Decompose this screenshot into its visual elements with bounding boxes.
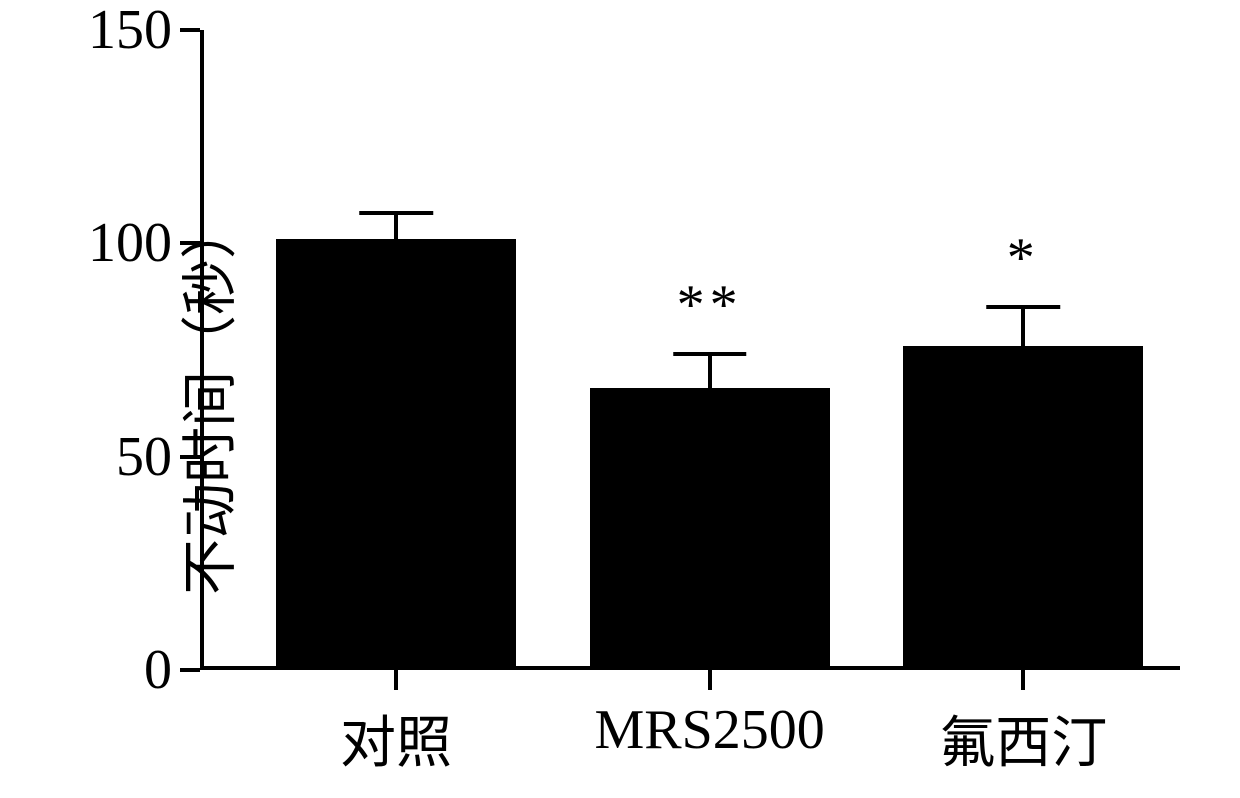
error-bar: [708, 354, 712, 388]
x-tick-label: 对照: [340, 698, 452, 779]
y-axis-line: [200, 30, 204, 670]
y-tick: [180, 28, 200, 32]
y-tick: [180, 668, 200, 672]
plot-area: 050100150对照**MRS2500*氟西汀: [200, 30, 1180, 670]
x-tick-label: MRS2500: [594, 698, 824, 762]
bar: [903, 346, 1143, 670]
y-tick-label: 150: [88, 0, 172, 62]
y-tick-label: 50: [116, 425, 172, 489]
chart-container: 不动时间（秒） 050100150对照**MRS2500*氟西汀: [0, 0, 1240, 798]
error-bar-cap: [359, 211, 433, 215]
y-tick: [180, 241, 200, 245]
x-tick: [1021, 670, 1025, 690]
error-bar: [1021, 307, 1025, 345]
y-tick: [180, 455, 200, 459]
error-bar-cap: [986, 305, 1060, 309]
y-tick-label: 0: [144, 638, 172, 702]
y-tick-label: 100: [88, 211, 172, 275]
significance-label: *: [1007, 230, 1040, 286]
x-tick-label: 氟西汀: [939, 698, 1107, 779]
x-tick: [708, 670, 712, 690]
x-tick: [394, 670, 398, 690]
significance-label: **: [677, 277, 743, 333]
bar: [590, 388, 830, 670]
error-bar-cap: [673, 352, 747, 356]
bar: [276, 239, 516, 670]
error-bar: [394, 213, 398, 239]
